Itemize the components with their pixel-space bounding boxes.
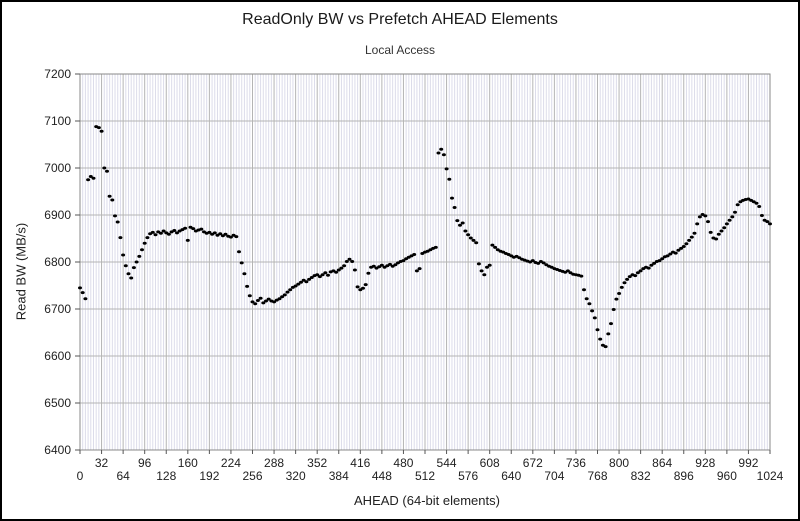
svg-text:6700: 6700: [44, 302, 71, 316]
svg-text:960: 960: [717, 469, 737, 483]
svg-text:7200: 7200: [44, 67, 71, 81]
svg-text:192: 192: [199, 469, 219, 483]
svg-text:544: 544: [437, 456, 457, 470]
svg-text:352: 352: [307, 456, 327, 470]
svg-text:6900: 6900: [44, 208, 71, 222]
svg-text:7100: 7100: [44, 114, 71, 128]
x-axis-title: AHEAD (64-bit elements): [354, 493, 500, 508]
svg-text:128: 128: [156, 469, 176, 483]
svg-text:640: 640: [501, 469, 521, 483]
tick-labels: 32 96 160 224 288 352 416 480 544 608 672 736 800 864…: [44, 67, 783, 483]
svg-text:608: 608: [480, 456, 500, 470]
svg-text:992: 992: [738, 456, 758, 470]
svg-text:480: 480: [393, 456, 413, 470]
svg-text:320: 320: [286, 469, 306, 483]
svg-text:64: 64: [116, 469, 130, 483]
svg-text:384: 384: [329, 469, 349, 483]
svg-text:160: 160: [178, 456, 198, 470]
svg-text:864: 864: [652, 456, 672, 470]
svg-text:896: 896: [674, 469, 694, 483]
major-gridlines: [80, 74, 770, 450]
svg-text:6500: 6500: [44, 396, 71, 410]
svg-text:928: 928: [695, 456, 715, 470]
svg-text:448: 448: [372, 469, 392, 483]
y-axis-title: Read BW (MB/s): [13, 222, 29, 321]
svg-text:7000: 7000: [44, 161, 71, 175]
svg-text:832: 832: [631, 469, 651, 483]
chart-subtitle: Local Access: [364, 43, 436, 57]
svg-text:0: 0: [77, 469, 84, 483]
svg-text:576: 576: [458, 469, 478, 483]
svg-text:96: 96: [138, 456, 152, 470]
svg-text:6400: 6400: [44, 443, 71, 457]
svg-text:736: 736: [566, 456, 586, 470]
svg-text:256: 256: [242, 469, 262, 483]
chart-title: ReadOnly BW vs Prefetch AHEAD Elements: [242, 11, 558, 28]
svg-text:416: 416: [350, 456, 370, 470]
svg-text:6800: 6800: [44, 255, 71, 269]
svg-text:704: 704: [544, 469, 564, 483]
svg-text:800: 800: [609, 456, 629, 470]
svg-text:512: 512: [415, 469, 435, 483]
svg-text:1024: 1024: [757, 469, 784, 483]
svg-text:768: 768: [587, 469, 607, 483]
tick-marks: [75, 73, 771, 454]
data-points: [78, 125, 772, 349]
svg-text:6600: 6600: [44, 349, 71, 363]
svg-text:32: 32: [95, 456, 109, 470]
svg-text:288: 288: [264, 456, 284, 470]
svg-text:224: 224: [221, 456, 241, 470]
svg-text:672: 672: [523, 456, 543, 470]
